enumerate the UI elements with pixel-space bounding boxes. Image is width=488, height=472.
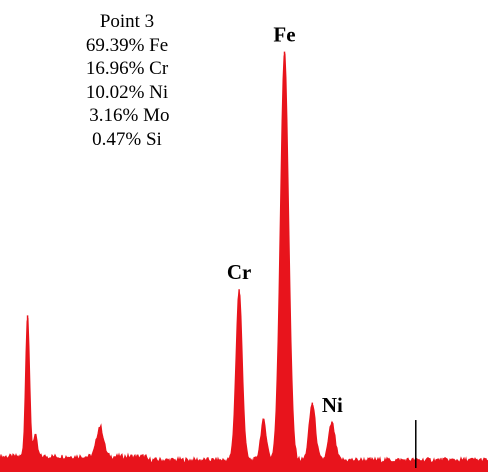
peak-label-ni: Ni bbox=[322, 393, 343, 417]
composition-line-mo: 3.16% Mo bbox=[84, 105, 170, 126]
composition-line-si: 0.47% Si bbox=[92, 128, 162, 150]
spectrum-layer bbox=[0, 51, 488, 472]
composition-box: Point 3 69.39% Fe 16.96% Cr 10.02% Ni 3.… bbox=[52, 10, 202, 151]
composition-title: Point 3 bbox=[99, 11, 155, 32]
composition-line-fe: 69.39% Fe bbox=[85, 34, 169, 56]
peak-label-cr: Cr bbox=[227, 260, 252, 284]
composition-line-ni: 10.02% Ni bbox=[85, 81, 169, 103]
composition-line-cr: 16.96% Cr bbox=[85, 58, 169, 79]
spectrum-area bbox=[0, 53, 488, 472]
peak-label-layer: Cr Fe Ni bbox=[227, 23, 343, 418]
peak-label-fe: Fe bbox=[273, 23, 295, 47]
